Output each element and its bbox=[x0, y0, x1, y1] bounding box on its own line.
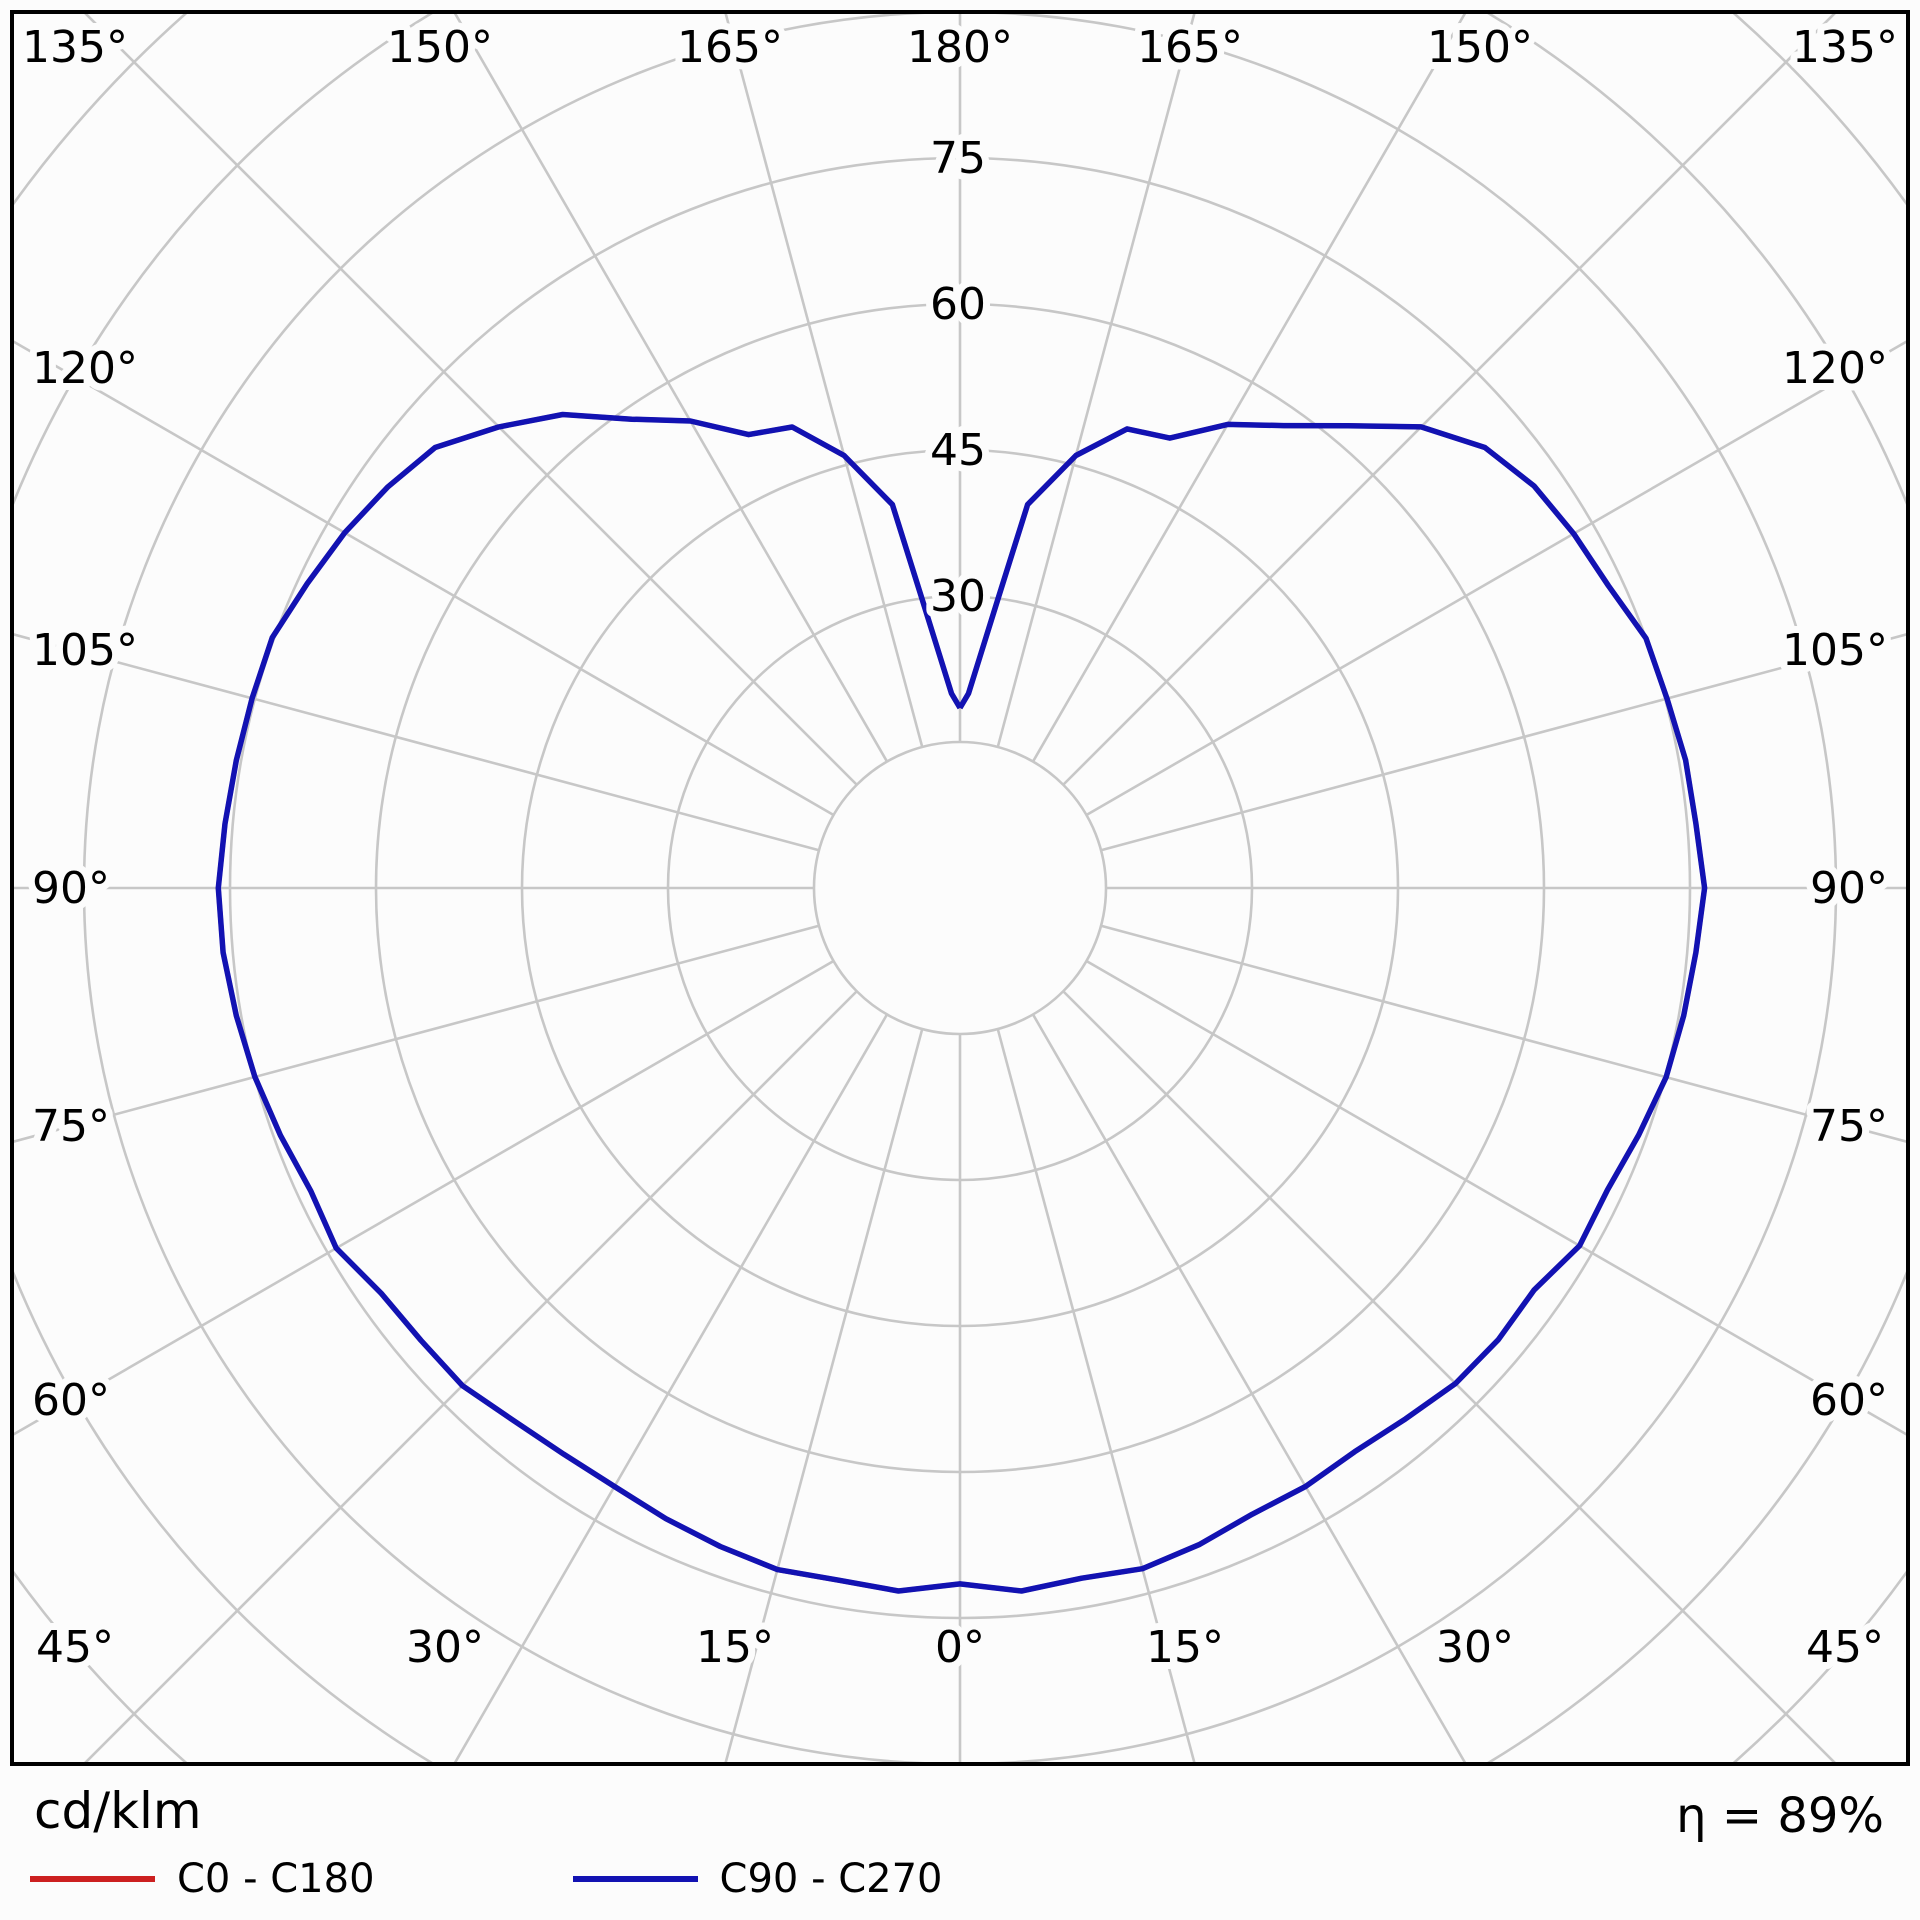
grid-spoke-210 bbox=[453, 14, 889, 763]
angle-label-top-1: 150° bbox=[387, 22, 493, 73]
grid-spoke-105 bbox=[1100, 633, 1906, 852]
radial-tick-label-45: 45 bbox=[930, 425, 986, 476]
radial-tick-label-75: 75 bbox=[930, 133, 986, 184]
grid-spoke-315 bbox=[84, 990, 858, 1762]
angle-label-right-1: 105° bbox=[1782, 625, 1888, 676]
grid-spoke-15 bbox=[996, 1028, 1196, 1762]
angle-label-right-0: 120° bbox=[1782, 343, 1888, 394]
radial-tick-label-30: 30 bbox=[930, 571, 986, 622]
angle-label-top-4: 165° bbox=[1137, 22, 1243, 73]
angle-label-bottom-1: 30° bbox=[406, 1622, 484, 1673]
angle-label-left-0: 120° bbox=[32, 343, 138, 394]
grid-spoke-75 bbox=[1100, 924, 1906, 1143]
angle-label-left-4: 60° bbox=[32, 1375, 110, 1426]
grid-spoke-330 bbox=[453, 1013, 889, 1762]
angle-label-top-2: 165° bbox=[677, 22, 783, 73]
angle-label-bottom-6: 45° bbox=[1806, 1622, 1884, 1673]
angle-label-bottom-3: 0° bbox=[935, 1622, 985, 1673]
angle-label-bottom-5: 30° bbox=[1436, 1622, 1514, 1673]
grid-spoke-240 bbox=[14, 340, 835, 817]
radial-tick-label-60: 60 bbox=[930, 279, 986, 330]
angle-label-right-3: 75° bbox=[1810, 1101, 1888, 1152]
efficiency-label: η = 89% bbox=[1676, 1788, 1884, 1844]
plot-border bbox=[10, 10, 1910, 1766]
grid-spoke-120 bbox=[1085, 340, 1906, 817]
legend-label-c0-c180: C0 - C180 bbox=[177, 1856, 375, 1902]
legend-swatch-c90-c270 bbox=[572, 1876, 698, 1882]
grid-spoke-300 bbox=[14, 959, 835, 1436]
angle-label-left-3: 75° bbox=[32, 1101, 110, 1152]
grid-spoke-255 bbox=[14, 633, 820, 852]
grid-spoke-225 bbox=[84, 14, 858, 786]
grid-spoke-195 bbox=[724, 14, 924, 748]
grid-spoke-345 bbox=[724, 1028, 924, 1762]
grid-spoke-285 bbox=[14, 924, 820, 1143]
angle-label-left-1: 105° bbox=[32, 625, 138, 676]
angle-label-bottom-2: 15° bbox=[696, 1622, 774, 1673]
angle-label-right-4: 60° bbox=[1810, 1375, 1888, 1426]
legend-label-c90-c270: C90 - C270 bbox=[719, 1856, 943, 1902]
legend-swatch-c0-c180 bbox=[30, 1876, 155, 1882]
angle-label-top-0: 135° bbox=[22, 22, 128, 73]
grid-spoke-150 bbox=[1031, 14, 1467, 763]
grid-spoke-45 bbox=[1062, 990, 1836, 1762]
angle-label-top-5: 150° bbox=[1427, 22, 1533, 73]
units-label: cd/klm bbox=[34, 1782, 202, 1840]
angle-label-top-6: 135° bbox=[1792, 22, 1898, 73]
angle-label-left-2: 90° bbox=[32, 863, 110, 914]
curve-c90-c270 bbox=[215, 411, 1708, 1594]
angle-label-top-3: 180° bbox=[907, 22, 1013, 73]
angle-label-right-2: 90° bbox=[1810, 863, 1888, 914]
legend: C0 - C180 C90 - C270 bbox=[30, 1856, 1011, 1902]
grid-spoke-165 bbox=[996, 14, 1196, 748]
grid-spoke-135 bbox=[1062, 14, 1836, 786]
grid-spoke-30 bbox=[1031, 1013, 1467, 1762]
angle-label-bottom-0: 45° bbox=[36, 1622, 114, 1673]
grid-spoke-60 bbox=[1085, 959, 1906, 1436]
angle-label-bottom-4: 15° bbox=[1146, 1622, 1224, 1673]
